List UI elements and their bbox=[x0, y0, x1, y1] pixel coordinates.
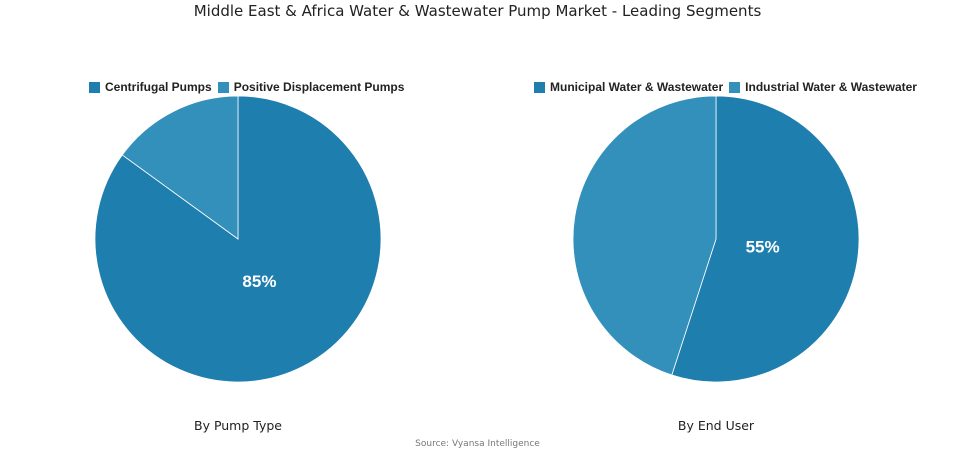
legend-label: Municipal Water & Wastewater bbox=[550, 80, 724, 94]
legend-label: Industrial Water & Wastewater bbox=[745, 80, 917, 94]
legend-swatch bbox=[89, 81, 100, 93]
source-note: Source: Vyansa Intelligence bbox=[415, 439, 540, 449]
legend-item: Centrifugal Pumps bbox=[89, 80, 212, 94]
legend-pump-type: Centrifugal Pumps Positive Displacement … bbox=[89, 80, 404, 94]
subtitle-pump-type: By Pump Type bbox=[194, 418, 282, 433]
chart-title: Middle East & Africa Water & Wastewater … bbox=[193, 2, 762, 20]
legend-swatch bbox=[217, 81, 229, 93]
legend-end-user: Municipal Water & Wastewater Industrial … bbox=[534, 80, 917, 94]
data-label: 55% bbox=[746, 237, 780, 256]
legend-label: Centrifugal Pumps bbox=[105, 80, 212, 94]
legend-label: Positive Displacement Pumps bbox=[233, 80, 405, 94]
legend-item: Industrial Water & Wastewater bbox=[729, 80, 917, 94]
legend-item: Positive Displacement Pumps bbox=[217, 80, 405, 94]
pie-slice-0-0 bbox=[94, 95, 382, 383]
pie-slice-0-1 bbox=[121, 95, 239, 240]
legend-item: Municipal Water & Wastewater bbox=[534, 80, 723, 94]
data-label: 85% bbox=[242, 272, 276, 291]
legend-swatch bbox=[534, 81, 545, 93]
legend-swatch bbox=[729, 81, 741, 93]
pie-slice-1-0 bbox=[671, 95, 860, 383]
pie-slice-1-1 bbox=[572, 95, 717, 376]
subtitle-end-user: By End User bbox=[677, 418, 755, 433]
